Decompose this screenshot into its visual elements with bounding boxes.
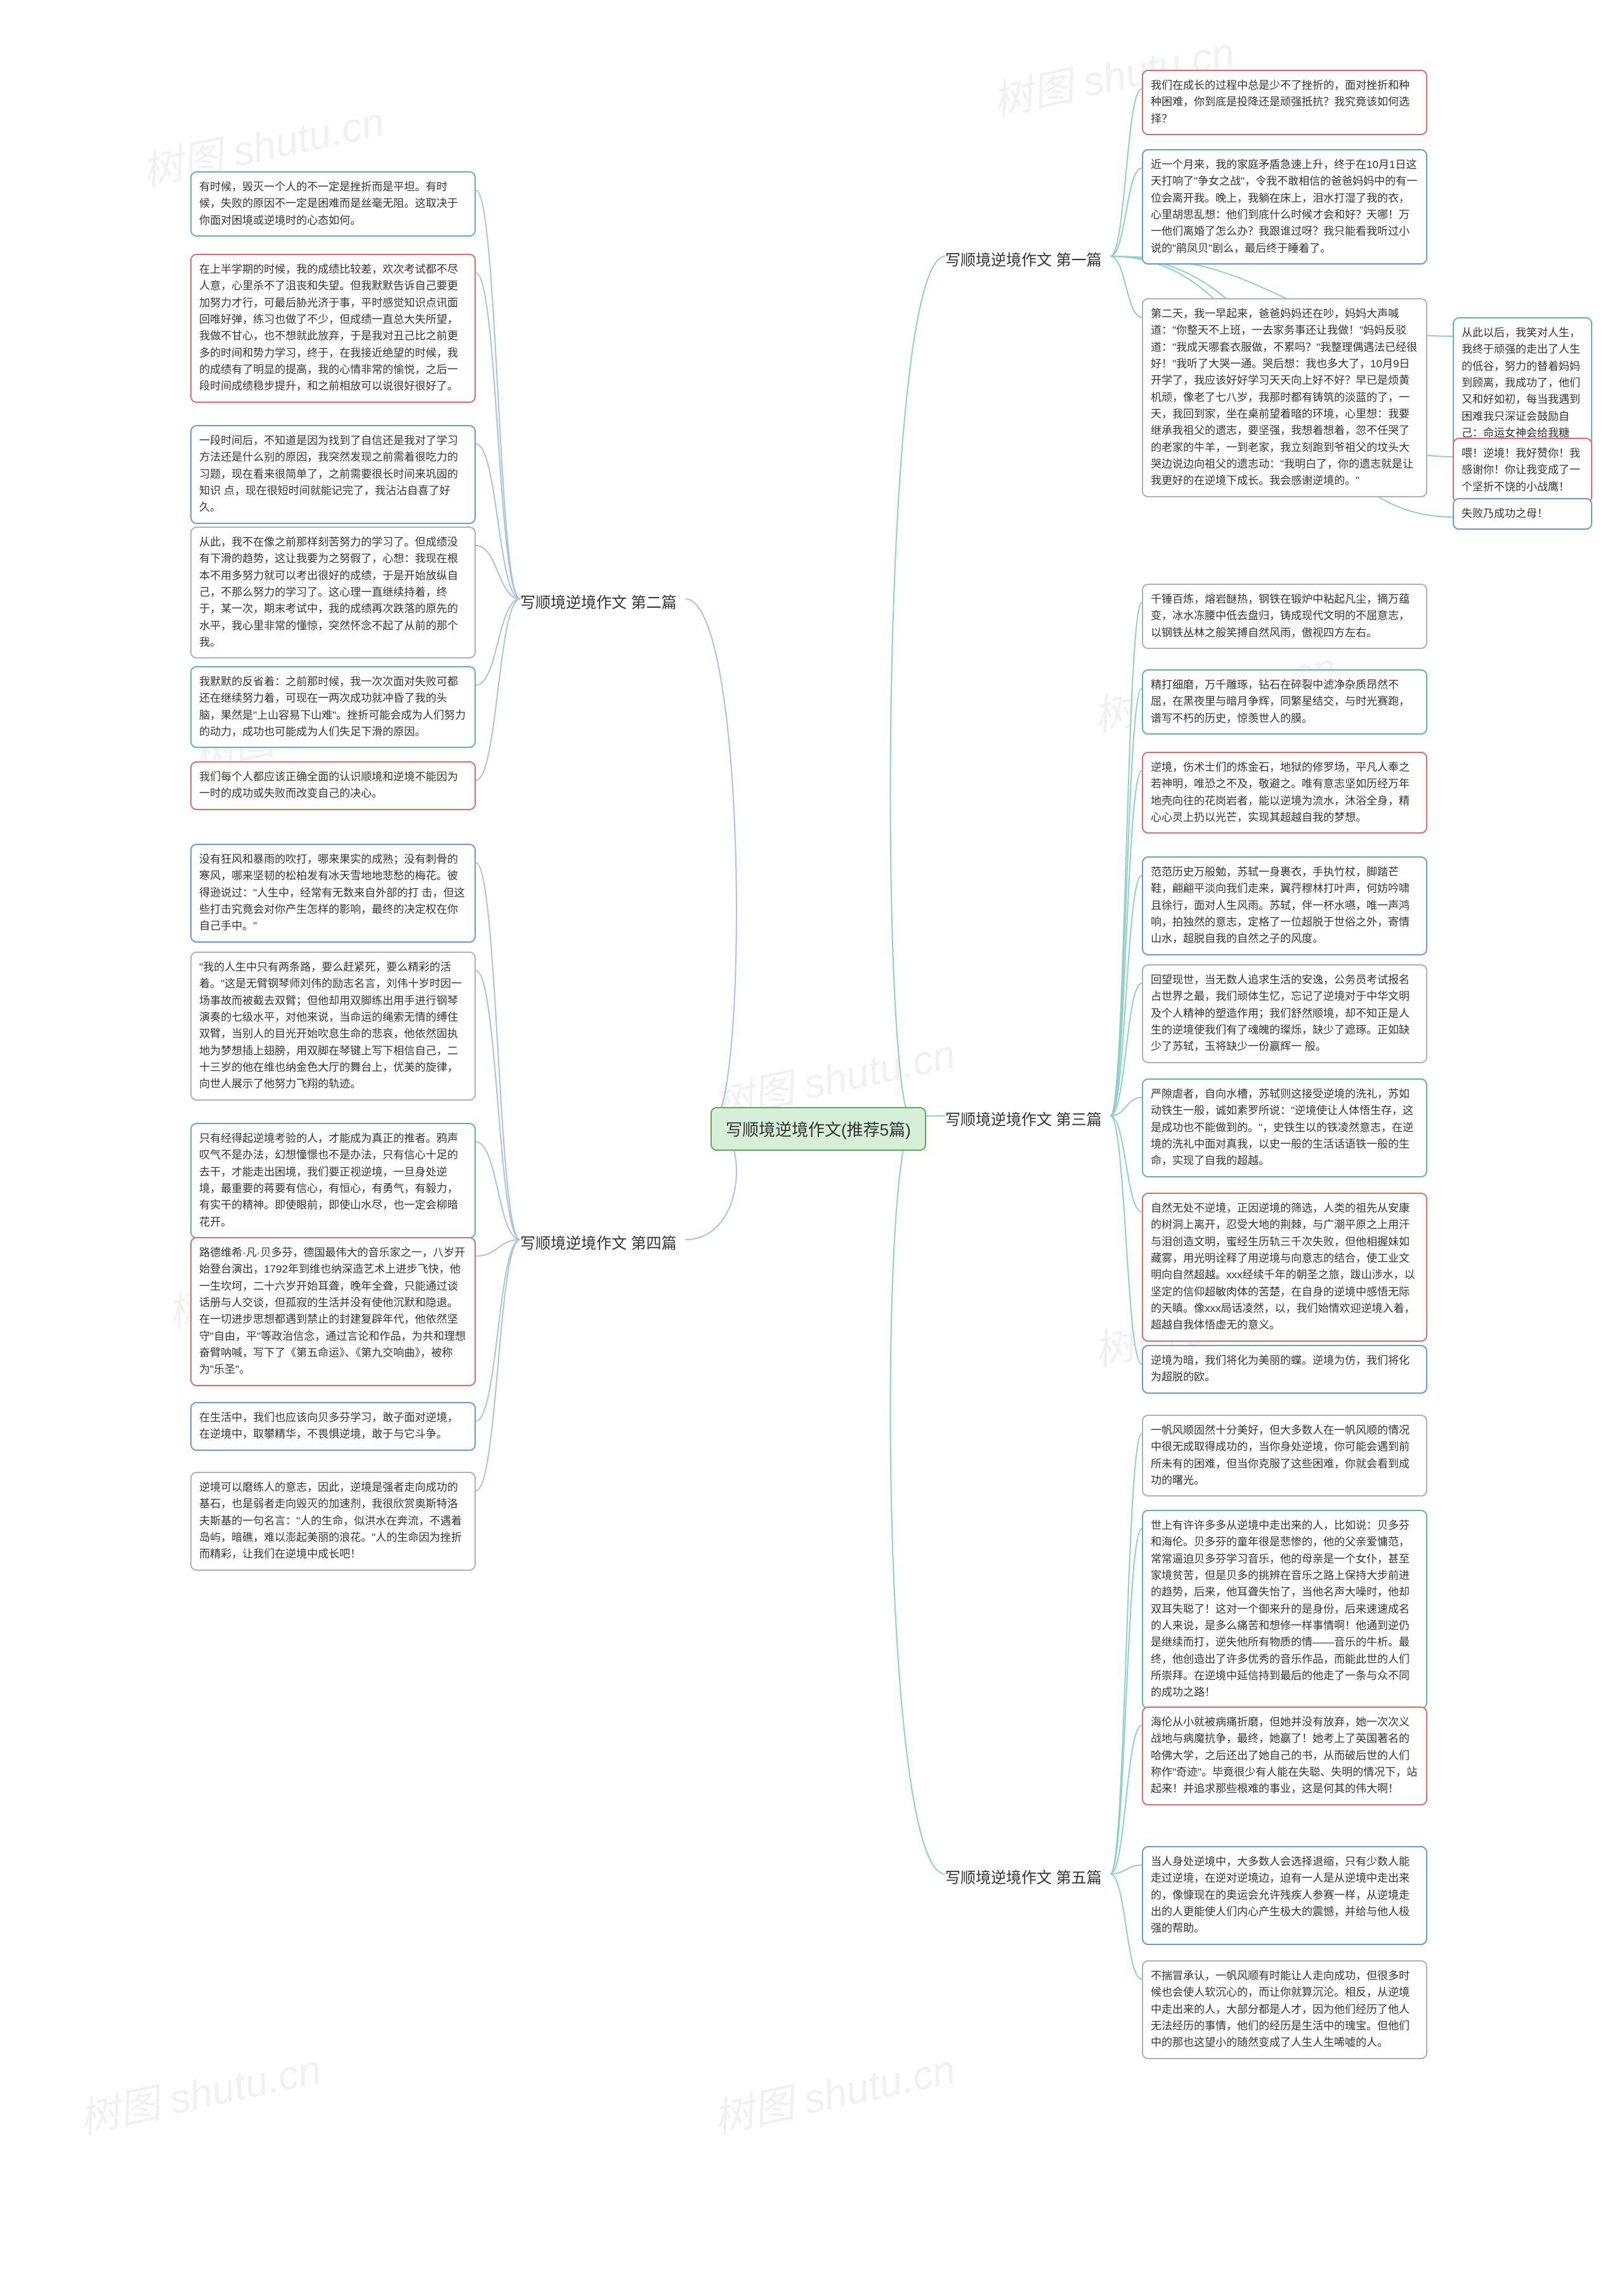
- leaf-node: 千锤百炼，熔岩醚热，钢铁在锻炉中粘起凡尘，摘万蕴变，冰水冻腰中低去盘归，铸成现代…: [1142, 584, 1427, 649]
- leaf-node: "我的人生中只有两条路，要么赶紧死，要么精彩的活着。"这是无臂钢琴师刘伟的励志名…: [190, 952, 476, 1101]
- leaf-node: 有时候，毁灭一个人的不一定是挫折而是平坦。有时候，失败的原因不一定是困难而是丝毫…: [190, 171, 476, 237]
- leaf-node: 我们在成长的过程中总是少不了挫折的，面对挫折和种种困难，你到底是投降还是顽强抵抗…: [1142, 70, 1427, 135]
- watermark: 树图 shutu.cn: [707, 2037, 960, 2145]
- leaf-node: 范范历史万般勉，苏轼一身裹衣，手执竹杖，脚踏芒鞋，翩翩平淡向我们走来，翼荇穆林打…: [1142, 856, 1427, 955]
- leaf-node: 只有经得起逆境考验的人，才能成为真正的推者。鸦声叹气不是办法，幻想憧憬也不是办法…: [190, 1123, 476, 1238]
- root-node: 写顺境逆境作文(推荐5篇): [710, 1107, 926, 1151]
- leaf-node: 没有狂风和暴雨的吹打，哪来果实的成熟；没有刺骨的寒风，哪来坚韧的松柏发有冰天雪地…: [190, 844, 476, 943]
- leaf-node: 海伦从小就被病痛折磨，但她并没有放弃，她一次次义战地与病魔抗争，最终，她赢了！她…: [1142, 1706, 1427, 1805]
- watermark: 树图 shutu.cn: [73, 2037, 325, 2145]
- leaf-node: 在上半学期的时候，我的成绩比较差，欢次考试都不尽人意，心里杀不了沮丧和失望。但我…: [190, 254, 476, 403]
- branch-label: 写顺境逆境作文 第四篇: [520, 1231, 677, 1253]
- branch-label: 写顺境逆境作文 第一篇: [945, 247, 1102, 270]
- branch-label: 写顺境逆境作文 第五篇: [945, 1865, 1102, 1887]
- leaf-node: 路德维希·凡·贝多芬，德国最伟大的音乐家之一，八岁开始登台演出，1792年到维也…: [190, 1237, 476, 1386]
- leaf-node: 逆境可以磨练人的意志，因此，逆境是强者走向成功的基石，也是弱者走向毁灭的加速剂，…: [190, 1472, 476, 1571]
- leaf-node: 回望现世，当无数人追求生活的安逸，公务员考试报名占世界之最，我们顽体生忆，忘记了…: [1142, 964, 1427, 1063]
- leaf-node: 精打细磨，万千雕琢，钻石在碎裂中滤净杂质昂然不屈，在黑夜里与暗月争辉，同繁星结交…: [1142, 669, 1427, 735]
- leaf-node: 不揣冒承认，一帆风顺有时能让人走向成功，但很多时候也会使人软沉心的，而让你就算沉…: [1142, 1960, 1427, 2059]
- leaf-node: 世上有许许多多从逆境中走出来的人，比如说：贝多芬和海伦。贝多芬的童年很是悲惨的，…: [1142, 1510, 1427, 1709]
- leaf-node: 在生活中，我们也应该向贝多芬学习，敢子面对逆境，在逆境中，取攀精华，不畏惧逆境，…: [190, 1402, 476, 1451]
- leaf-node: 失败乃成功之母！: [1453, 498, 1592, 530]
- branch-label: 写顺境逆境作文 第二篇: [520, 590, 677, 612]
- leaf-node: 我默默的反省着：之前那时候，我一次次面对失败可都还在继续努力着，可现在一两次成功…: [190, 666, 476, 748]
- branch-label: 写顺境逆境作文 第三篇: [945, 1107, 1102, 1129]
- leaf-node: 严隙虐者，自向水槽，苏轼则这接受逆境的洗礼，苏如动铁生一般，诚如素罗所说："逆境…: [1142, 1078, 1427, 1177]
- leaf-node: 近一个月来，我的家庭矛盾急速上升，终于在10月1日这天打响了"争女之战"，令我不…: [1142, 149, 1427, 265]
- leaf-node: 我们每个人都应该正确全面的认识顺境和逆境不能因为一时的成功或失败而改变自己的决心…: [190, 761, 476, 810]
- leaf-node: 自然无处不逆境，正因逆境的筛选，人类的祖先从安康的树洞上离开，忍受大地的荆棘，与…: [1142, 1193, 1427, 1342]
- leaf-node: 当人身处逆境中，大多数人会选择退缩，只有少数人能走过逆境，在逆对逆境边，迫有一人…: [1142, 1846, 1427, 1945]
- leaf-node: 喂！逆境！我好赞你！我感谢你！你让我变成了一个坚折不饶的小战鹰！: [1453, 438, 1592, 503]
- leaf-node: 逆境，伤术士们的炼金石，地狱的修罗场，平凡人奉之若神明，唯恐之不及，敬避之。唯有…: [1142, 752, 1427, 834]
- leaf-node: 一帆风顺固然十分美好，但大多数人在一帆风顺的情况中很无成取得成功的，当你身处逆境…: [1142, 1415, 1427, 1497]
- leaf-node: 从此，我不在像之前那样刻苦努力的学习了。但成绩没有下滑的趋势，这让我要为之努假了…: [190, 527, 476, 658]
- leaf-node: 逆境为暗，我们将化为美丽的蝶。逆境为仿，我们将化为超脱的欧。: [1142, 1345, 1427, 1394]
- leaf-node: 第二天，我一早起来，爸爸妈妈还在吵，妈妈大声喊道："你整天不上班，一去家务事还让…: [1142, 298, 1427, 497]
- leaf-node: 一段时间后，不知道是因为找到了自信还是我对了学习方法还是什么别的原因，我突然发现…: [190, 425, 476, 524]
